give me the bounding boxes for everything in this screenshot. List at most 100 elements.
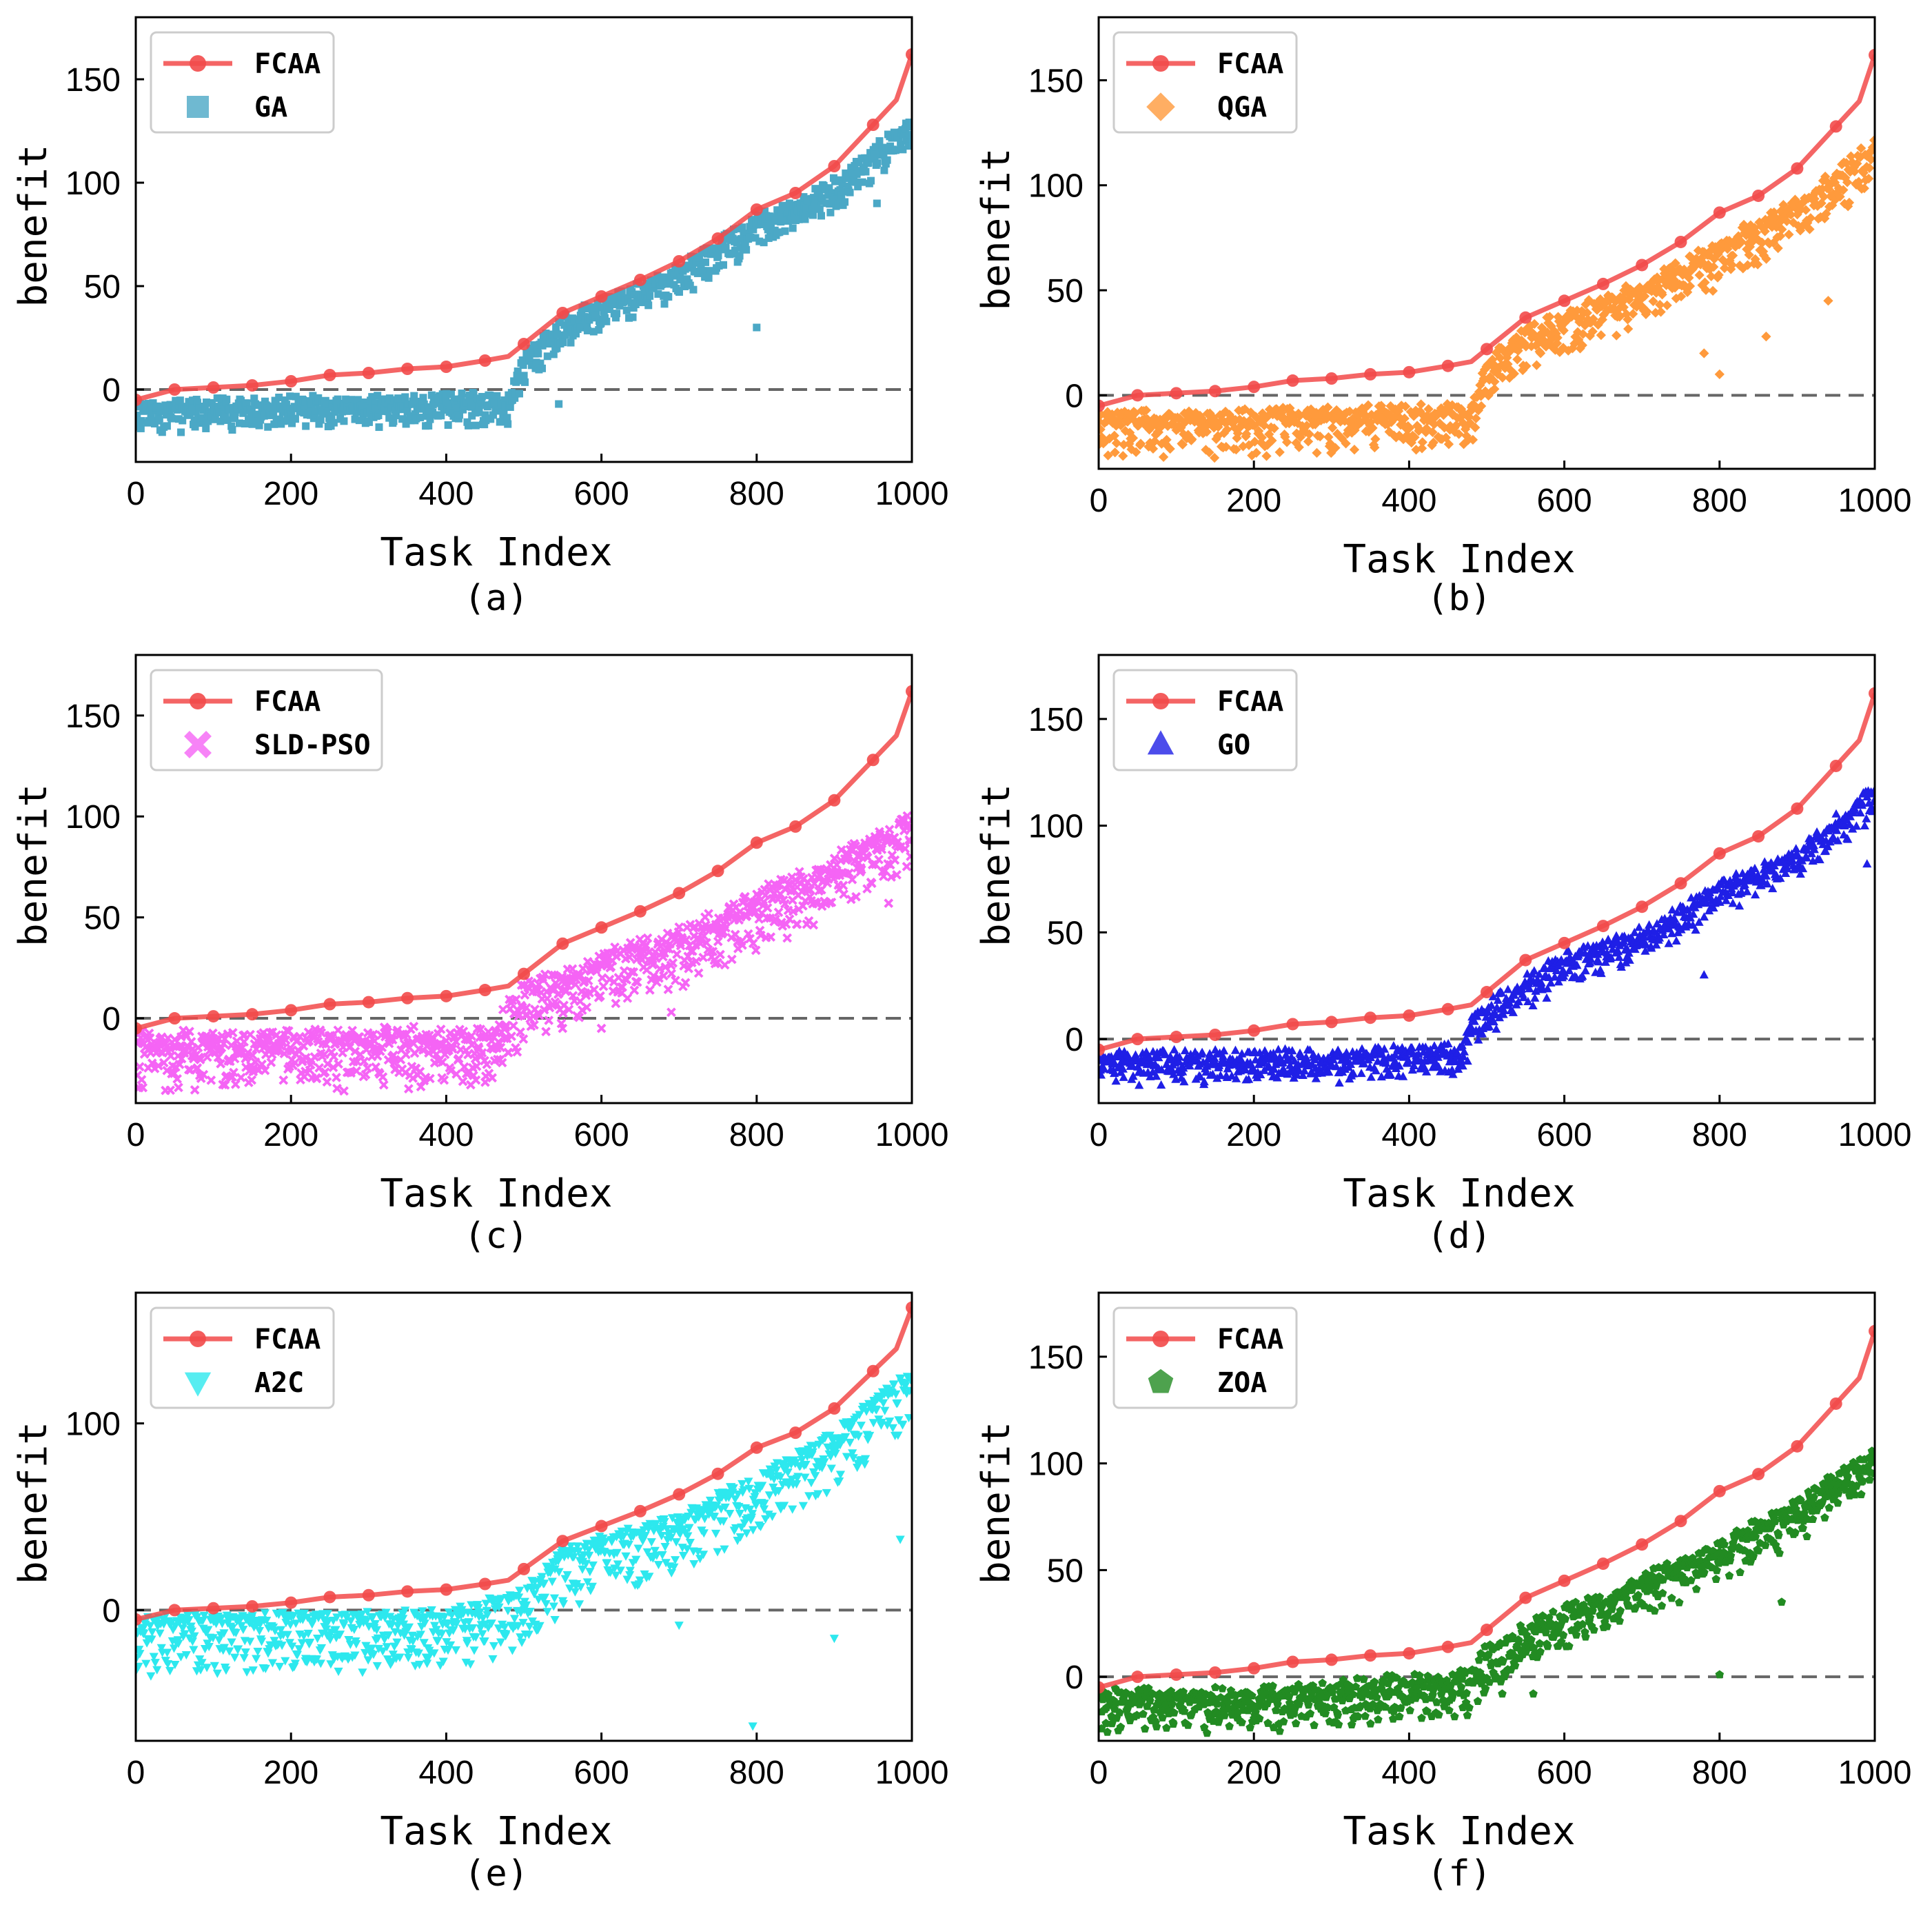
scatter-point xyxy=(664,1529,674,1538)
scatter-point xyxy=(1671,936,1681,945)
fcaa-point xyxy=(440,989,453,1002)
scatter-point xyxy=(1165,443,1175,454)
scatter-point xyxy=(1197,1047,1207,1056)
scatter-point xyxy=(1221,441,1231,452)
scatter-point xyxy=(149,399,157,407)
scatter-point xyxy=(477,398,485,407)
scatter-point xyxy=(1123,1052,1133,1061)
scatter-point xyxy=(416,414,425,422)
scatter-point xyxy=(1821,208,1831,219)
plot-area xyxy=(1099,48,1875,463)
scatter-point xyxy=(480,421,489,429)
scatter-point xyxy=(1734,260,1745,271)
scatter-point xyxy=(1249,421,1260,431)
scatter-point xyxy=(572,1579,582,1588)
scatter-point xyxy=(1809,194,1820,204)
fcaa-point xyxy=(556,937,569,950)
scatter-point xyxy=(1574,316,1585,327)
scatter-point xyxy=(593,303,601,312)
scatter-point xyxy=(645,1520,655,1528)
scatter-point xyxy=(1315,432,1325,442)
scatter-point xyxy=(436,1024,446,1034)
scatter-point xyxy=(1835,192,1845,202)
scatter-point xyxy=(612,1548,622,1557)
scatter-point xyxy=(897,141,905,149)
scatter-point xyxy=(1409,1060,1419,1070)
scatter-point xyxy=(621,1552,631,1561)
scatter-point xyxy=(666,276,674,284)
scatter-point xyxy=(1463,1037,1473,1046)
fcaa-point xyxy=(633,905,647,918)
scatter-point xyxy=(748,938,758,949)
scatter-point xyxy=(1485,387,1496,397)
scatter-point xyxy=(631,301,640,309)
scatter-point xyxy=(467,1040,477,1050)
scatter-point xyxy=(389,1050,398,1060)
plot-frame xyxy=(134,16,913,463)
scatter-point xyxy=(248,1666,258,1675)
scatter-point xyxy=(170,1622,181,1631)
fcaa-point xyxy=(595,921,608,934)
scatter-point xyxy=(439,1075,449,1085)
scatter-point xyxy=(474,408,482,416)
scatter-point xyxy=(844,182,852,190)
scatter-point xyxy=(1143,441,1154,452)
scatter-point xyxy=(1713,249,1723,259)
scatter-point xyxy=(1596,330,1606,341)
scatter-point xyxy=(1788,217,1798,228)
scatter-point xyxy=(309,1052,320,1062)
scatter-series xyxy=(136,1373,912,1731)
x-tick-label: 800 xyxy=(1692,483,1747,519)
scatter-point xyxy=(635,1576,644,1585)
scatter-point xyxy=(1108,418,1118,428)
scatter-point xyxy=(1597,314,1607,325)
scatter-point xyxy=(1278,1058,1288,1067)
scatter-point xyxy=(1795,225,1806,236)
scatter-point xyxy=(660,1517,669,1527)
fcaa-point xyxy=(906,48,912,61)
scatter-point xyxy=(542,1608,552,1617)
scatter-point xyxy=(530,341,538,350)
scatter-point xyxy=(541,1599,551,1609)
scatter-point xyxy=(619,966,629,976)
scatter-point xyxy=(294,1645,304,1654)
scatter-point xyxy=(174,1639,183,1648)
scatter-point xyxy=(1345,1059,1356,1069)
scatter-point xyxy=(1154,1053,1163,1062)
plot-frame xyxy=(1097,16,1876,470)
scatter-point xyxy=(835,176,844,184)
scatter-point xyxy=(1275,1052,1285,1061)
scatter-point xyxy=(149,1653,159,1662)
scatter-point xyxy=(206,1075,216,1085)
fcaa-point xyxy=(1596,277,1609,290)
scatter-point xyxy=(221,1666,231,1675)
scatter-point xyxy=(545,1568,556,1577)
scatter-point xyxy=(1727,260,1738,270)
legend-sld-pso-marker xyxy=(184,731,212,758)
scatter-point xyxy=(905,836,912,847)
scatter-point xyxy=(1405,407,1416,417)
scatter-point xyxy=(234,405,242,413)
scatter-point xyxy=(525,1622,534,1631)
scatter-point xyxy=(270,410,278,418)
scatter-point xyxy=(1485,1022,1494,1031)
scatter-point xyxy=(525,356,533,364)
scatter-point xyxy=(1785,203,1796,214)
scatter-point xyxy=(693,1548,703,1557)
scatter-point xyxy=(325,1635,335,1644)
scatter-point xyxy=(892,870,902,880)
fcaa-point xyxy=(1208,1028,1221,1041)
scatter-point xyxy=(382,1643,392,1652)
scatter-point xyxy=(695,258,703,266)
scatter-point xyxy=(1815,855,1824,864)
scatter-point xyxy=(625,1566,635,1575)
scatter-point xyxy=(1119,1072,1128,1081)
scatter-point xyxy=(1417,437,1427,447)
scatter-point xyxy=(401,393,409,401)
scatter-point xyxy=(499,413,507,421)
y-tick-label: 150 xyxy=(65,698,121,735)
scatter-point xyxy=(403,407,411,416)
scatter-point xyxy=(193,398,201,407)
